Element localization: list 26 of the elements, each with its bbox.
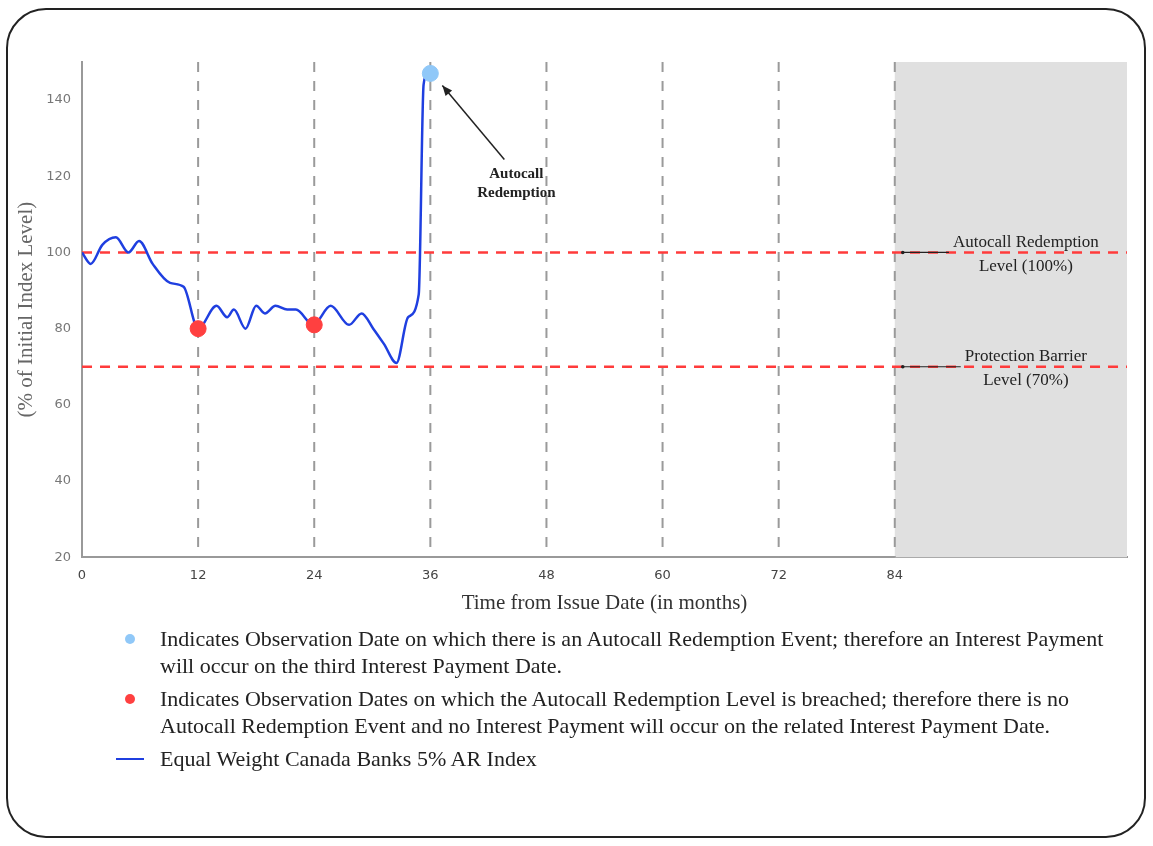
x-tick-label: 36 bbox=[422, 567, 439, 583]
x-tick-label: 72 bbox=[770, 567, 787, 583]
x-tick-label: 12 bbox=[189, 567, 207, 583]
annotation: Autocall Redemption bbox=[477, 165, 557, 201]
legend-label: Indicates Observation Date on which there is an Autocall Redemption Event; therefore an Interest Payment will occur on the third Interest Payment Date. bbox=[160, 625, 1105, 679]
y-tick-label: 40 bbox=[54, 472, 72, 488]
y-tick-label: 80 bbox=[54, 320, 72, 336]
x-axis-title: Time from Issue Date (in months) bbox=[461, 589, 748, 614]
y-tick-label: 100 bbox=[46, 243, 72, 259]
y-axis-title: (% of Initial Index Level) bbox=[13, 201, 38, 418]
x-tick-label: 84 bbox=[886, 567, 904, 583]
x-tick-label: 48 bbox=[538, 567, 555, 583]
y-tick-label: 20 bbox=[54, 548, 72, 564]
point bbox=[421, 64, 439, 82]
y-tick-label: 120 bbox=[46, 167, 72, 183]
ref-line-label: Autocall Redemption Level (100%) bbox=[952, 231, 1100, 275]
point bbox=[189, 320, 207, 338]
x-tick-label: 24 bbox=[305, 567, 323, 583]
legend-label: Equal Weight Canada Banks 5% AR Index bbox=[160, 745, 537, 772]
y-tick-label: 140 bbox=[46, 91, 72, 107]
ref-line-label: Protection Barrier Level (70%) bbox=[964, 346, 1088, 390]
legend-label: Indicates Observation Dates on which the Autocall Redemption Level is breached; therefore there is no Autocall Redemption Event and no Interest Payment will occur on the related Interest Payment Date. bbox=[160, 685, 1071, 739]
y-tick-label: 60 bbox=[54, 396, 72, 412]
x-tick-label: 0 bbox=[77, 567, 87, 583]
x-tick-label: 60 bbox=[654, 567, 671, 583]
point bbox=[305, 316, 323, 334]
